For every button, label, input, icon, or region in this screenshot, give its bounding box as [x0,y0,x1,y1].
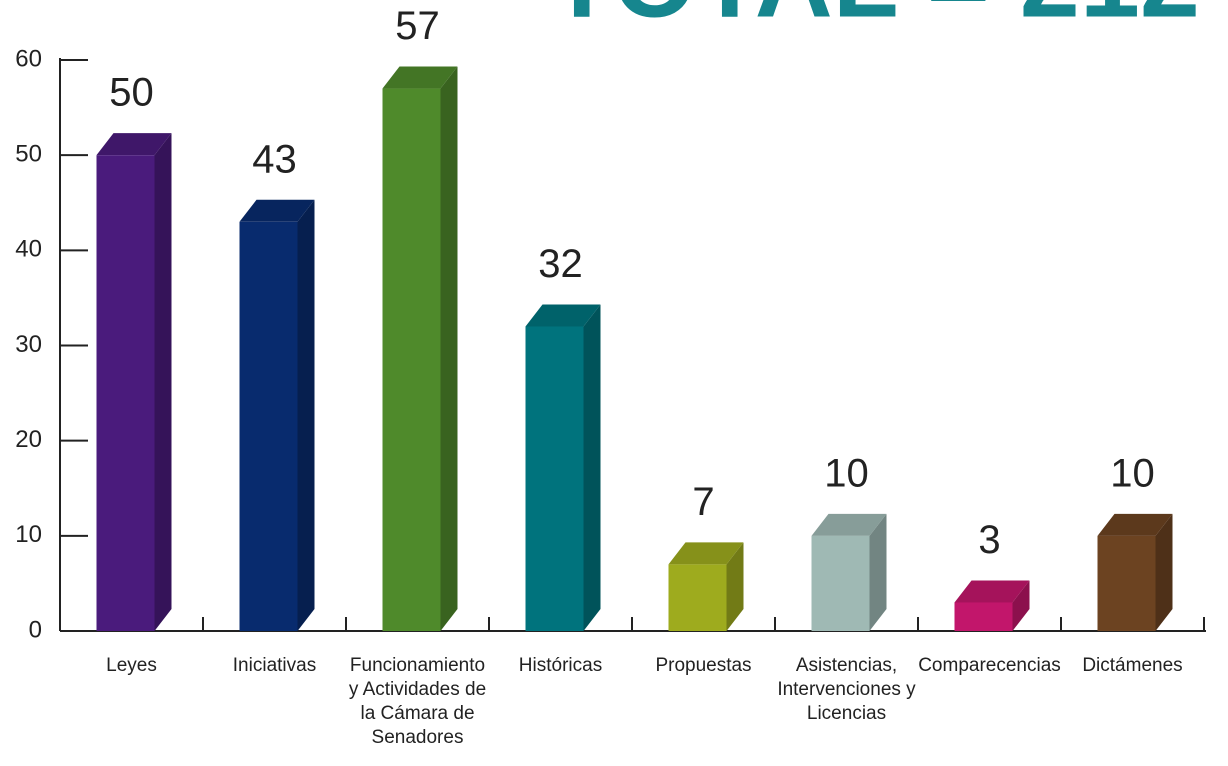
value-label: 43 [252,137,297,181]
y-tick-label: 30 [15,331,42,358]
bar-side [297,199,315,632]
x-tick-label: Asistencias, Intervenciones y Licencias [777,655,916,724]
bar [1097,535,1156,631]
y-tick-label: 50 [15,141,42,168]
bar [96,155,155,631]
bar-top [811,513,887,536]
value-label: 7 [692,480,714,524]
value-label: 10 [824,451,869,495]
bar [954,602,1013,631]
bar [239,221,298,632]
value-label: 57 [395,4,440,48]
value-label: 10 [1110,451,1155,495]
y-tick-label: 20 [15,426,42,453]
bar [382,88,441,632]
x-tick-label: Propuestas [655,655,752,676]
bar-side [440,66,458,632]
bar-top [668,542,744,565]
value-label: 3 [978,518,1000,562]
x-tick-label: Históricas [518,655,603,676]
bar-top [382,66,458,89]
bar-side [583,304,601,631]
x-tick-label: Dictámenes [1082,655,1183,676]
bar-top [1097,513,1173,536]
x-tick-label: Iniciativas [232,655,317,676]
x-tick-label: Funcionamiento y Actividades de la Cámar… [348,655,487,748]
chart-title: TOTAL = 212 [549,0,1200,40]
value-label: 50 [109,71,154,115]
x-tick-label: Leyes [106,655,157,676]
x-tick-label: Comparecencias [918,655,1061,676]
bar-side [726,542,744,631]
bar-top [239,199,315,222]
bar [668,564,727,631]
bar-top [525,304,601,327]
bar-top [954,580,1030,603]
bar [811,535,870,631]
y-tick-label: 0 [29,616,42,643]
bar-side [1012,580,1030,631]
bar-top [96,133,172,156]
y-tick-label: 40 [15,236,42,263]
bar-side [869,513,887,631]
value-label: 32 [538,242,583,286]
bar-side [1155,513,1173,631]
y-tick-label: 60 [15,45,42,72]
bar [525,326,584,631]
bar-side [154,133,172,631]
y-tick-label: 10 [15,521,42,548]
